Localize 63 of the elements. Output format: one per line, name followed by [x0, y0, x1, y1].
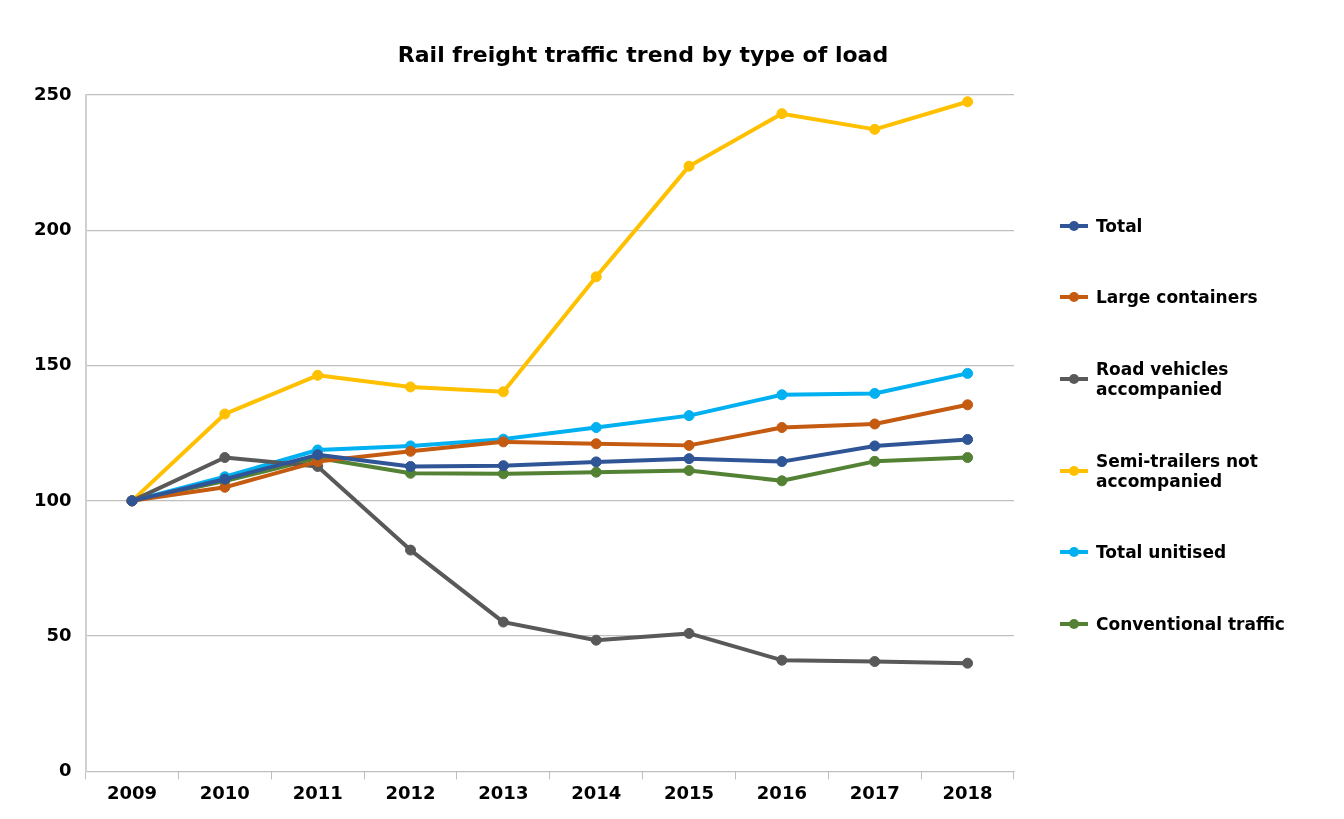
point — [683, 465, 695, 477]
legend-label: Total — [1096, 215, 1143, 236]
x-tick-label: 2012 — [385, 781, 436, 803]
point — [312, 369, 324, 381]
point — [869, 123, 881, 135]
point — [776, 475, 788, 487]
legend-label: Large containers — [1096, 287, 1258, 308]
legend-label: Conventional traffic — [1096, 614, 1285, 635]
point — [962, 657, 974, 669]
point — [683, 160, 695, 172]
point — [590, 456, 602, 468]
point — [776, 422, 788, 434]
point — [683, 410, 695, 422]
point — [497, 616, 509, 628]
y-tick-label: 100 — [34, 488, 72, 510]
x-tick-label: 2011 — [292, 781, 343, 803]
point — [962, 433, 974, 445]
point — [776, 108, 788, 120]
point — [590, 634, 602, 646]
x-tick-label: 2016 — [756, 781, 807, 803]
point — [405, 381, 417, 393]
point — [962, 367, 974, 379]
point — [405, 460, 417, 472]
y-tick-label: 0 — [59, 759, 72, 781]
x-tick-label: 2009 — [106, 781, 158, 803]
point — [869, 440, 881, 452]
point — [869, 656, 881, 668]
x-tick-label: 2014 — [571, 781, 622, 803]
point — [683, 453, 695, 465]
y-tick-label: 250 — [34, 82, 72, 104]
point — [776, 389, 788, 401]
point — [590, 271, 602, 283]
point — [962, 452, 974, 464]
y-tick-label: 150 — [34, 353, 72, 375]
point — [590, 422, 602, 434]
point — [776, 456, 788, 468]
legend-label: Road vehicles accompanied — [1096, 359, 1230, 400]
point — [683, 627, 695, 639]
point — [219, 452, 231, 464]
x-tick-label: 2015 — [664, 781, 715, 803]
point — [405, 544, 417, 556]
x-tick-label: 2010 — [199, 781, 250, 803]
y-tick-label: 50 — [46, 623, 72, 645]
legend-label: Total unitised — [1096, 542, 1227, 563]
x-tick-label: 2013 — [478, 781, 529, 803]
point — [776, 654, 788, 666]
point — [869, 418, 881, 430]
point — [962, 96, 974, 108]
point — [590, 466, 602, 478]
point — [497, 460, 509, 472]
point — [497, 386, 509, 398]
point — [869, 455, 881, 467]
x-tick-label: 2017 — [849, 781, 900, 803]
point — [590, 438, 602, 450]
x-tick-label: 2018 — [942, 781, 993, 803]
point — [405, 445, 417, 457]
point — [683, 439, 695, 451]
point — [962, 399, 974, 411]
point — [219, 408, 231, 420]
y-tick-label: 200 — [34, 217, 72, 239]
point — [869, 387, 881, 399]
chart-title: Rail freight traffic trend by type of load — [396, 42, 890, 67]
legend-label: Semi-trailers not accompanied — [1096, 450, 1259, 491]
